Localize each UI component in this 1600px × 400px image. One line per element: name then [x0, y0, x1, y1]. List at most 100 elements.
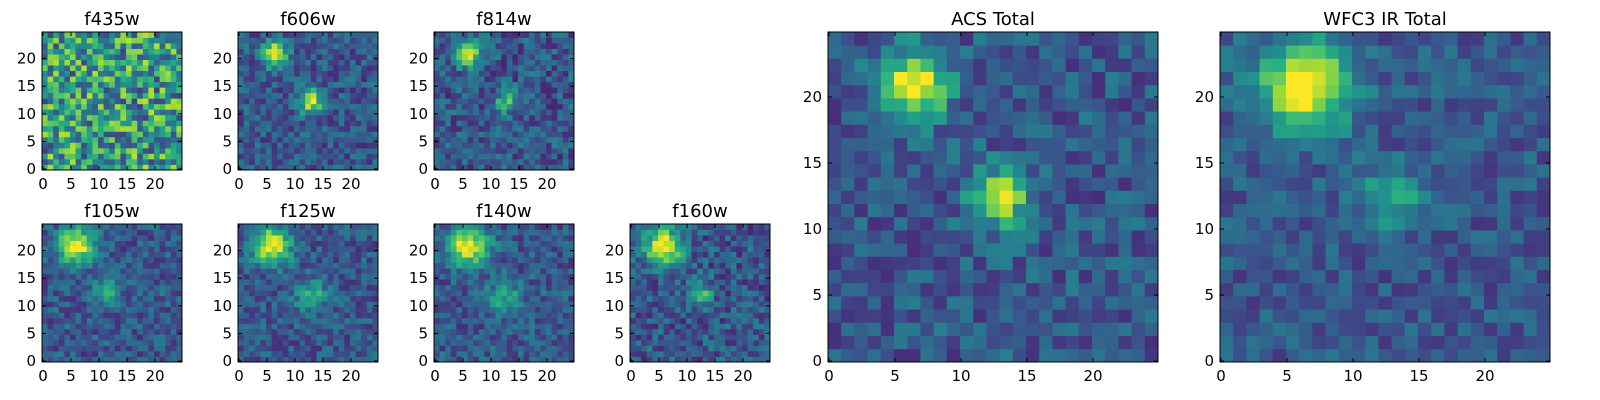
heatmap-cell	[159, 268, 166, 275]
heatmap-cell	[344, 328, 351, 335]
heatmap-cell	[691, 257, 698, 264]
heatmap-cell	[254, 306, 261, 313]
heatmap-cell	[523, 81, 530, 88]
heatmap-cell	[523, 76, 530, 83]
heatmap-cell	[551, 323, 558, 330]
heatmap-cell	[372, 295, 379, 302]
heatmap-cell	[484, 224, 491, 230]
heatmap-cell	[540, 59, 547, 66]
heatmap-cell	[170, 153, 177, 160]
heatmap-cell	[327, 240, 334, 247]
heatmap-cell	[344, 246, 351, 252]
heatmap-cell	[154, 98, 160, 105]
heatmap-cell	[277, 268, 284, 275]
heatmap-cell	[47, 295, 54, 302]
heatmap-cell	[691, 339, 698, 346]
heatmap-cell	[47, 229, 54, 236]
panel-title: f814w	[476, 9, 531, 30]
heatmap-cell	[372, 142, 379, 149]
heatmap-cell	[159, 142, 166, 149]
heatmap-cell	[867, 309, 882, 323]
heatmap-cell	[880, 282, 895, 297]
heatmap-cell	[42, 356, 48, 363]
heatmap-cell	[70, 229, 76, 236]
heatmap-cell	[70, 103, 76, 110]
heatmap-cell	[1131, 269, 1146, 284]
heatmap-cell	[986, 282, 1000, 297]
heatmap-cell	[529, 153, 536, 160]
heatmap-cell	[758, 301, 765, 308]
heatmap-cell	[973, 216, 987, 231]
heatmap-cell	[64, 339, 71, 346]
heatmap-cell	[42, 295, 48, 302]
heatmap-cell	[529, 356, 536, 363]
heatmap-cell	[42, 345, 48, 352]
heatmap-cell	[148, 76, 155, 83]
heatmap-cell	[305, 279, 312, 286]
heatmap-cell	[658, 301, 664, 308]
heatmap-cell	[81, 109, 88, 116]
heatmap-cell	[568, 350, 575, 357]
heatmap-cell	[551, 268, 558, 275]
heatmap-cell	[742, 268, 748, 275]
heatmap-cell	[686, 257, 692, 264]
heatmap-cell	[1131, 335, 1146, 350]
heatmap-cell	[327, 87, 334, 94]
heatmap-cell	[316, 59, 323, 66]
heatmap-cell	[42, 235, 48, 241]
heatmap-cell	[243, 339, 250, 346]
heatmap-cell	[518, 334, 524, 341]
heatmap-cell	[758, 356, 765, 363]
heatmap-cell	[518, 306, 524, 313]
heatmap-cell	[467, 109, 474, 116]
heatmap-cell	[478, 317, 485, 324]
heatmap-cell	[344, 356, 351, 363]
heatmap-cell	[434, 59, 440, 66]
heatmap-cell	[277, 142, 284, 149]
heatmap-cell	[137, 290, 144, 297]
heatmap-cell	[366, 147, 373, 154]
heatmap-cell	[159, 81, 166, 88]
heatmap-cell	[361, 147, 368, 154]
heatmap-cell	[973, 230, 987, 244]
heatmap-cell	[1012, 296, 1027, 310]
heatmap-cell	[546, 257, 552, 264]
heatmap-cell	[473, 65, 480, 72]
heatmap-cell	[523, 334, 530, 341]
heatmap-cell	[47, 114, 54, 121]
heatmap-cell	[137, 59, 144, 66]
heatmap-cell	[277, 76, 284, 83]
heatmap-cell	[53, 251, 60, 258]
heatmap-cell	[131, 273, 138, 280]
heatmap-cell	[546, 262, 552, 269]
heatmap-cell	[109, 147, 116, 154]
heatmap-cell	[355, 229, 362, 236]
heatmap-cell	[75, 43, 82, 49]
heatmap-cell	[361, 229, 368, 236]
heatmap-cell	[366, 345, 373, 352]
heatmap-cell	[686, 339, 692, 346]
heatmap-cell	[120, 87, 127, 94]
heatmap-cell	[64, 59, 71, 66]
heatmap-cell	[907, 177, 921, 191]
heatmap-cell	[159, 273, 166, 280]
heatmap-cell	[663, 301, 670, 308]
heatmap-cell	[170, 257, 177, 264]
heatmap-cell	[467, 153, 474, 160]
heatmap-cell	[562, 306, 569, 313]
heatmap-cell	[473, 273, 480, 280]
heatmap-cell	[635, 334, 642, 341]
heatmap-cell	[176, 142, 183, 149]
heatmap-cell	[294, 153, 300, 160]
heatmap-cell	[282, 306, 289, 313]
heatmap-cell	[512, 251, 519, 258]
heatmap-cell	[546, 142, 552, 149]
heatmap-cell	[669, 306, 676, 313]
heatmap-cell	[109, 54, 116, 60]
heatmap-cell	[75, 356, 82, 363]
heatmap-cell	[176, 224, 183, 230]
heatmap-cell	[540, 235, 547, 241]
heatmap-cell	[249, 246, 256, 252]
heatmap-cell	[327, 109, 334, 116]
heatmap-cell	[714, 328, 720, 335]
